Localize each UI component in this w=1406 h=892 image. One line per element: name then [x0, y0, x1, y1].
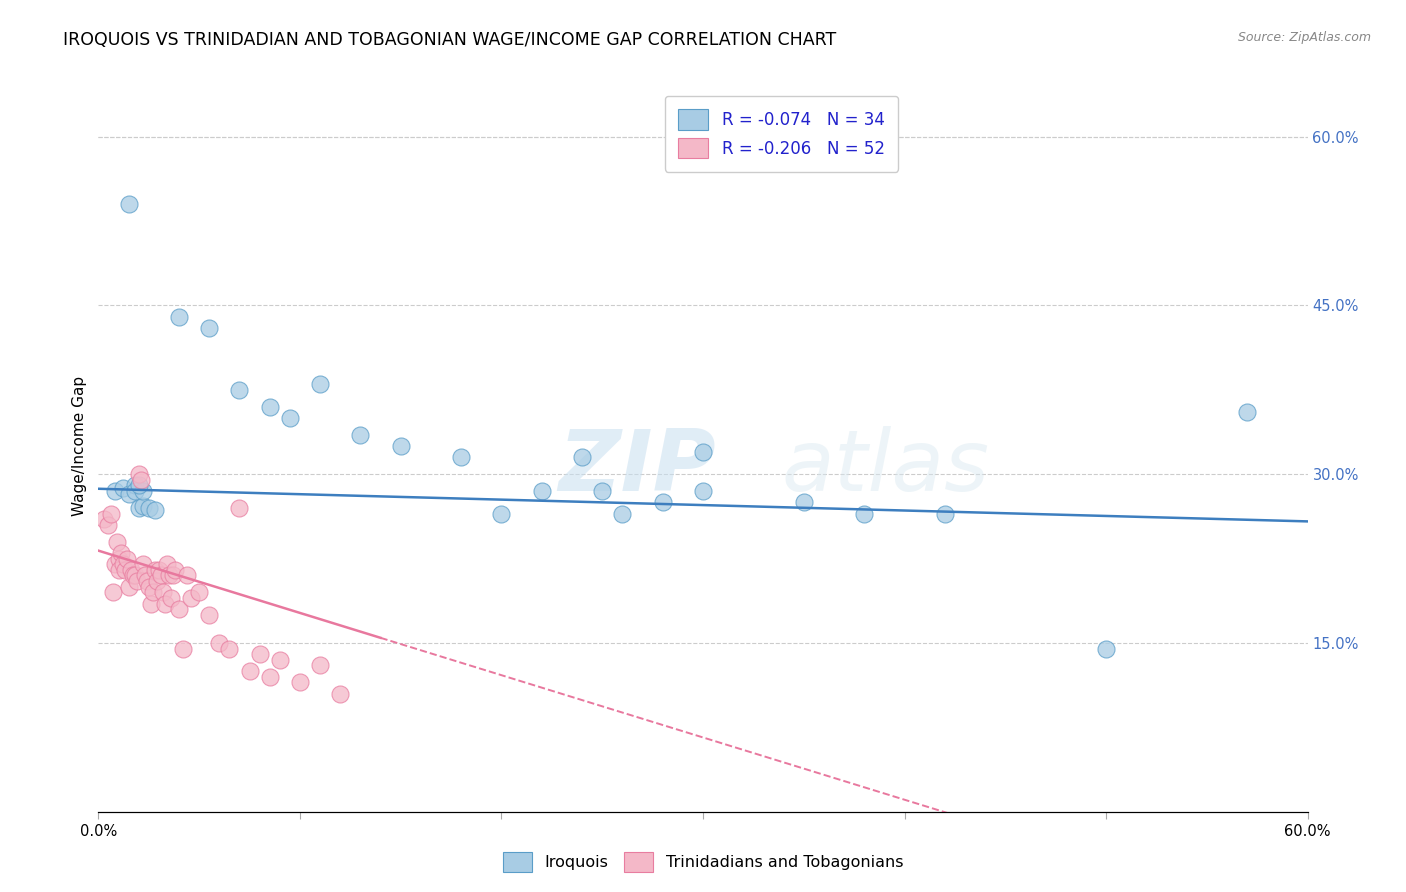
Point — [612, 507, 634, 521]
Point — [239, 664, 262, 678]
Point — [118, 487, 141, 501]
Point — [101, 585, 124, 599]
Point — [114, 563, 136, 577]
Point — [93, 512, 115, 526]
Point — [105, 534, 128, 549]
Point — [118, 197, 141, 211]
Point — [172, 641, 194, 656]
Point — [120, 563, 142, 577]
Point — [259, 400, 281, 414]
Point — [329, 687, 352, 701]
Text: atlas: atlas — [782, 426, 990, 509]
Point — [115, 551, 138, 566]
Point — [176, 568, 198, 582]
Point — [146, 574, 169, 588]
Point — [107, 563, 129, 577]
Point — [188, 585, 211, 599]
Point — [121, 568, 143, 582]
Point — [107, 551, 129, 566]
Point — [103, 483, 125, 498]
Point — [111, 481, 134, 495]
Point — [288, 675, 311, 690]
Point — [163, 563, 186, 577]
Point — [148, 563, 170, 577]
Point — [103, 557, 125, 571]
Point — [128, 467, 150, 482]
Point — [124, 483, 146, 498]
Point — [135, 574, 157, 588]
Point — [198, 321, 221, 335]
Point — [149, 568, 172, 582]
Y-axis label: Wage/Income Gap: Wage/Income Gap — [72, 376, 87, 516]
Point — [162, 568, 184, 582]
Point — [125, 574, 148, 588]
Point — [218, 641, 240, 656]
Point — [249, 647, 271, 661]
Point — [1236, 405, 1258, 419]
Point — [157, 568, 180, 582]
Point — [100, 507, 122, 521]
Point — [156, 557, 179, 571]
Point — [128, 478, 150, 492]
Point — [793, 495, 815, 509]
Point — [128, 500, 150, 515]
Text: IROQUOIS VS TRINIDADIAN AND TOBAGONIAN WAGE/INCOME GAP CORRELATION CHART: IROQUOIS VS TRINIDADIAN AND TOBAGONIAN W… — [63, 31, 837, 49]
Text: Source: ZipAtlas.com: Source: ZipAtlas.com — [1237, 31, 1371, 45]
Point — [129, 473, 152, 487]
Point — [111, 557, 134, 571]
Point — [132, 557, 155, 571]
Point — [110, 546, 132, 560]
Point — [208, 636, 231, 650]
Point — [152, 585, 174, 599]
Point — [118, 580, 141, 594]
Point — [134, 568, 156, 582]
Point — [132, 483, 155, 498]
Point — [349, 427, 371, 442]
Legend: R = -0.074   N = 34, R = -0.206   N = 52: R = -0.074 N = 34, R = -0.206 N = 52 — [665, 96, 898, 171]
Text: ZIP: ZIP — [558, 426, 716, 509]
Legend: Iroquois, Trinidadians and Tobagonians: Iroquois, Trinidadians and Tobagonians — [495, 844, 911, 880]
Point — [97, 517, 120, 532]
Point — [132, 499, 155, 513]
Point — [450, 450, 472, 465]
Point — [651, 495, 673, 509]
Point — [309, 658, 332, 673]
Point — [853, 507, 876, 521]
Point — [491, 507, 513, 521]
Point — [139, 597, 162, 611]
Point — [167, 310, 190, 324]
Point — [692, 483, 714, 498]
Point — [124, 478, 146, 492]
Point — [143, 503, 166, 517]
Point — [167, 602, 190, 616]
Point — [389, 439, 412, 453]
Point — [259, 670, 281, 684]
Point — [142, 585, 165, 599]
Point — [278, 410, 301, 425]
Point — [692, 444, 714, 458]
Point — [198, 607, 221, 622]
Point — [138, 500, 160, 515]
Point — [143, 563, 166, 577]
Point — [228, 383, 250, 397]
Point — [160, 591, 183, 605]
Point — [180, 591, 202, 605]
Point — [269, 653, 291, 667]
Point — [124, 568, 146, 582]
Point — [153, 597, 176, 611]
Point — [309, 377, 332, 392]
Point — [571, 450, 593, 465]
Point — [228, 500, 250, 515]
Point — [591, 483, 613, 498]
Point — [530, 483, 553, 498]
Point — [1095, 641, 1118, 656]
Point — [934, 507, 956, 521]
Point — [138, 580, 160, 594]
